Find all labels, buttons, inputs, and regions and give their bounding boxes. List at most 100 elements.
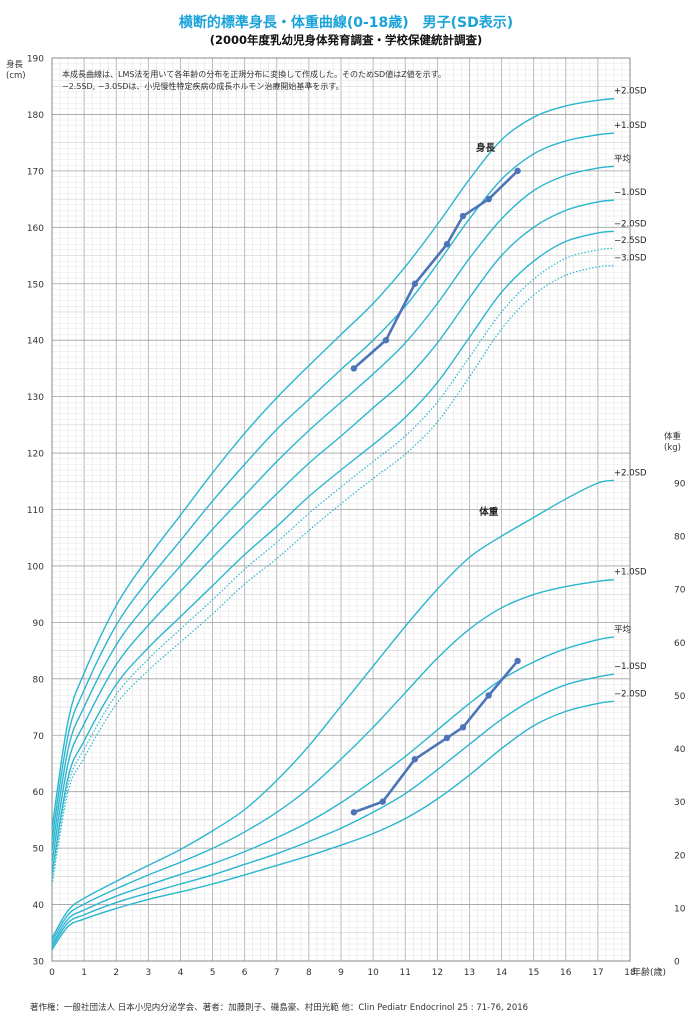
x-tick-label: 9 — [338, 968, 344, 978]
weight-curve-label: −2.0SD — [614, 689, 647, 699]
weight-curve-label: −1.0SD — [614, 662, 647, 672]
patient-height-point — [443, 241, 451, 248]
weight-curve-+2.0SD — [51, 479, 615, 939]
y-tick-label-left: 160 — [27, 224, 44, 234]
x-tick-label: 10 — [367, 968, 379, 978]
patient-weight-point — [443, 734, 451, 742]
y-tick-label-right: 30 — [674, 798, 686, 808]
y-tick-label-left: 140 — [27, 337, 44, 347]
x-tick-label: 12 — [432, 968, 443, 978]
x-tick-label: 18 — [624, 968, 636, 978]
y-tick-label-left: 90 — [33, 619, 45, 629]
chart-subtitle: (2000年度乳幼児身体発育調査・学校保健統計調査) — [209, 33, 483, 47]
weight-curve-+1.0SD — [51, 578, 615, 942]
patient-weight-line — [353, 660, 519, 814]
y-tick-label-left: 130 — [27, 393, 44, 403]
chart-note-line1: 本成長曲線は、LMS法を用いて各年齢の分布を正規分布に変換して作成した。そのため… — [62, 70, 446, 79]
height-curve-−3.0SD — [51, 265, 614, 885]
y-tick-label-left: 170 — [27, 167, 44, 177]
height-curve-label: −2.0SD — [614, 219, 647, 229]
height-curve-label: −1.0SD — [614, 188, 647, 198]
patient-height-point — [485, 195, 492, 203]
weight-curve-label: +2.0SD — [614, 468, 647, 478]
right-axis-title: 体重 (kg) — [664, 432, 681, 454]
copyright-footer: 著作権：一般社団法人 日本小児内分泌学会、著者：加藤則子、磯島豪、村田光範 他：… — [30, 1003, 529, 1013]
plot-border — [51, 57, 631, 962]
patient-weight-point — [379, 798, 386, 805]
right-axis-unit: (kg) — [664, 443, 681, 453]
weight-section-label: 体重 — [479, 506, 499, 518]
patient-height-point — [459, 212, 467, 220]
left-axis-unit: (cm) — [6, 71, 26, 81]
y-tick-label-left: 180 — [27, 111, 44, 121]
height-section-label: 身長 — [476, 142, 496, 154]
chart-note-line2: −2.5SD, −3.0SDは、小児慢性特定疾病の成長ホルモン治療開始基準を示す… — [62, 82, 344, 91]
height-curve-label: 平均 — [614, 153, 631, 164]
y-tick-label-right: 20 — [674, 851, 686, 861]
patient-weight-point — [350, 809, 358, 816]
y-tick-label-left: 50 — [33, 845, 45, 855]
chart-labels: 3040506070809010011012013014015016017018… — [27, 55, 686, 979]
left-axis-title-text: 身長 — [6, 60, 24, 70]
y-tick-label-left: 110 — [27, 506, 44, 516]
y-tick-label-left: 100 — [27, 562, 44, 572]
x-tick-label: 11 — [399, 968, 410, 978]
y-tick-label-left: 190 — [27, 55, 44, 65]
patient-height-point — [411, 280, 419, 287]
patient-data — [350, 167, 521, 816]
chart-title: 横断的標準身長・体重曲線(0-18歳) 男子(SD表示) — [178, 15, 514, 31]
height-curve-label: +2.0SD — [614, 87, 647, 97]
patient-height-point — [350, 365, 358, 372]
patient-weight-point — [514, 657, 521, 665]
y-tick-label-left: 60 — [33, 788, 45, 798]
x-tick-label: 7 — [274, 968, 280, 978]
x-tick-label: 0 — [49, 968, 55, 978]
right-axis-title-text: 体重 — [664, 432, 682, 442]
height-curve-平均 — [51, 165, 615, 852]
weight-curve-平均 — [51, 636, 615, 945]
weight-curve-−2.0SD — [51, 700, 615, 951]
x-tick-label: 4 — [178, 968, 184, 978]
patient-weight-point — [411, 755, 419, 763]
x-tick-label: 17 — [592, 968, 603, 978]
reference-curves — [51, 97, 615, 951]
height-curve-label: +1.0SD — [614, 121, 647, 131]
patient-height-line — [352, 169, 519, 370]
patient-weight-point — [459, 724, 467, 731]
height-curve-−1.0SD — [51, 199, 615, 863]
patient-weight-point — [485, 692, 492, 699]
y-tick-label-right: 70 — [674, 586, 686, 596]
y-tick-label-left: 120 — [27, 450, 44, 460]
height-curve-−2.0SD — [51, 230, 615, 874]
height-curve-−2.5SD — [51, 247, 615, 880]
x-tick-label: 5 — [210, 968, 216, 978]
x-tick-label: 6 — [242, 968, 248, 978]
y-tick-label-right: 50 — [674, 692, 686, 702]
height-curve-+1.0SD — [51, 132, 615, 840]
y-tick-label-left: 70 — [33, 732, 45, 742]
height-curve-+2.0SD — [51, 97, 615, 829]
y-tick-label-right: 0 — [674, 958, 680, 968]
height-curve-label: −2.5SD — [614, 236, 647, 246]
y-tick-label-right: 60 — [674, 639, 686, 649]
left-axis-title: 身長 (cm) — [6, 60, 26, 82]
x-axis-label: 年齢(歳) — [632, 966, 666, 978]
y-tick-label-left: 80 — [33, 675, 45, 685]
weight-curve-label: 平均 — [614, 624, 631, 635]
y-tick-label-right: 90 — [674, 480, 686, 490]
y-tick-label-left: 150 — [27, 280, 44, 290]
x-tick-label: 3 — [145, 968, 151, 978]
y-tick-label-left: 40 — [33, 901, 45, 911]
weight-curve-−1.0SD — [51, 673, 615, 948]
y-tick-label-right: 10 — [674, 904, 686, 914]
patient-height-point — [514, 167, 521, 175]
x-tick-label: 8 — [306, 968, 312, 978]
y-tick-label-right: 40 — [674, 745, 686, 755]
y-tick-label-left: 30 — [33, 958, 45, 968]
x-tick-label: 15 — [528, 968, 539, 978]
height-curve-label: −3.0SD — [614, 254, 647, 264]
x-tick-label: 1 — [81, 968, 87, 978]
x-tick-label: 13 — [464, 968, 475, 978]
y-tick-label-right: 80 — [674, 533, 686, 543]
